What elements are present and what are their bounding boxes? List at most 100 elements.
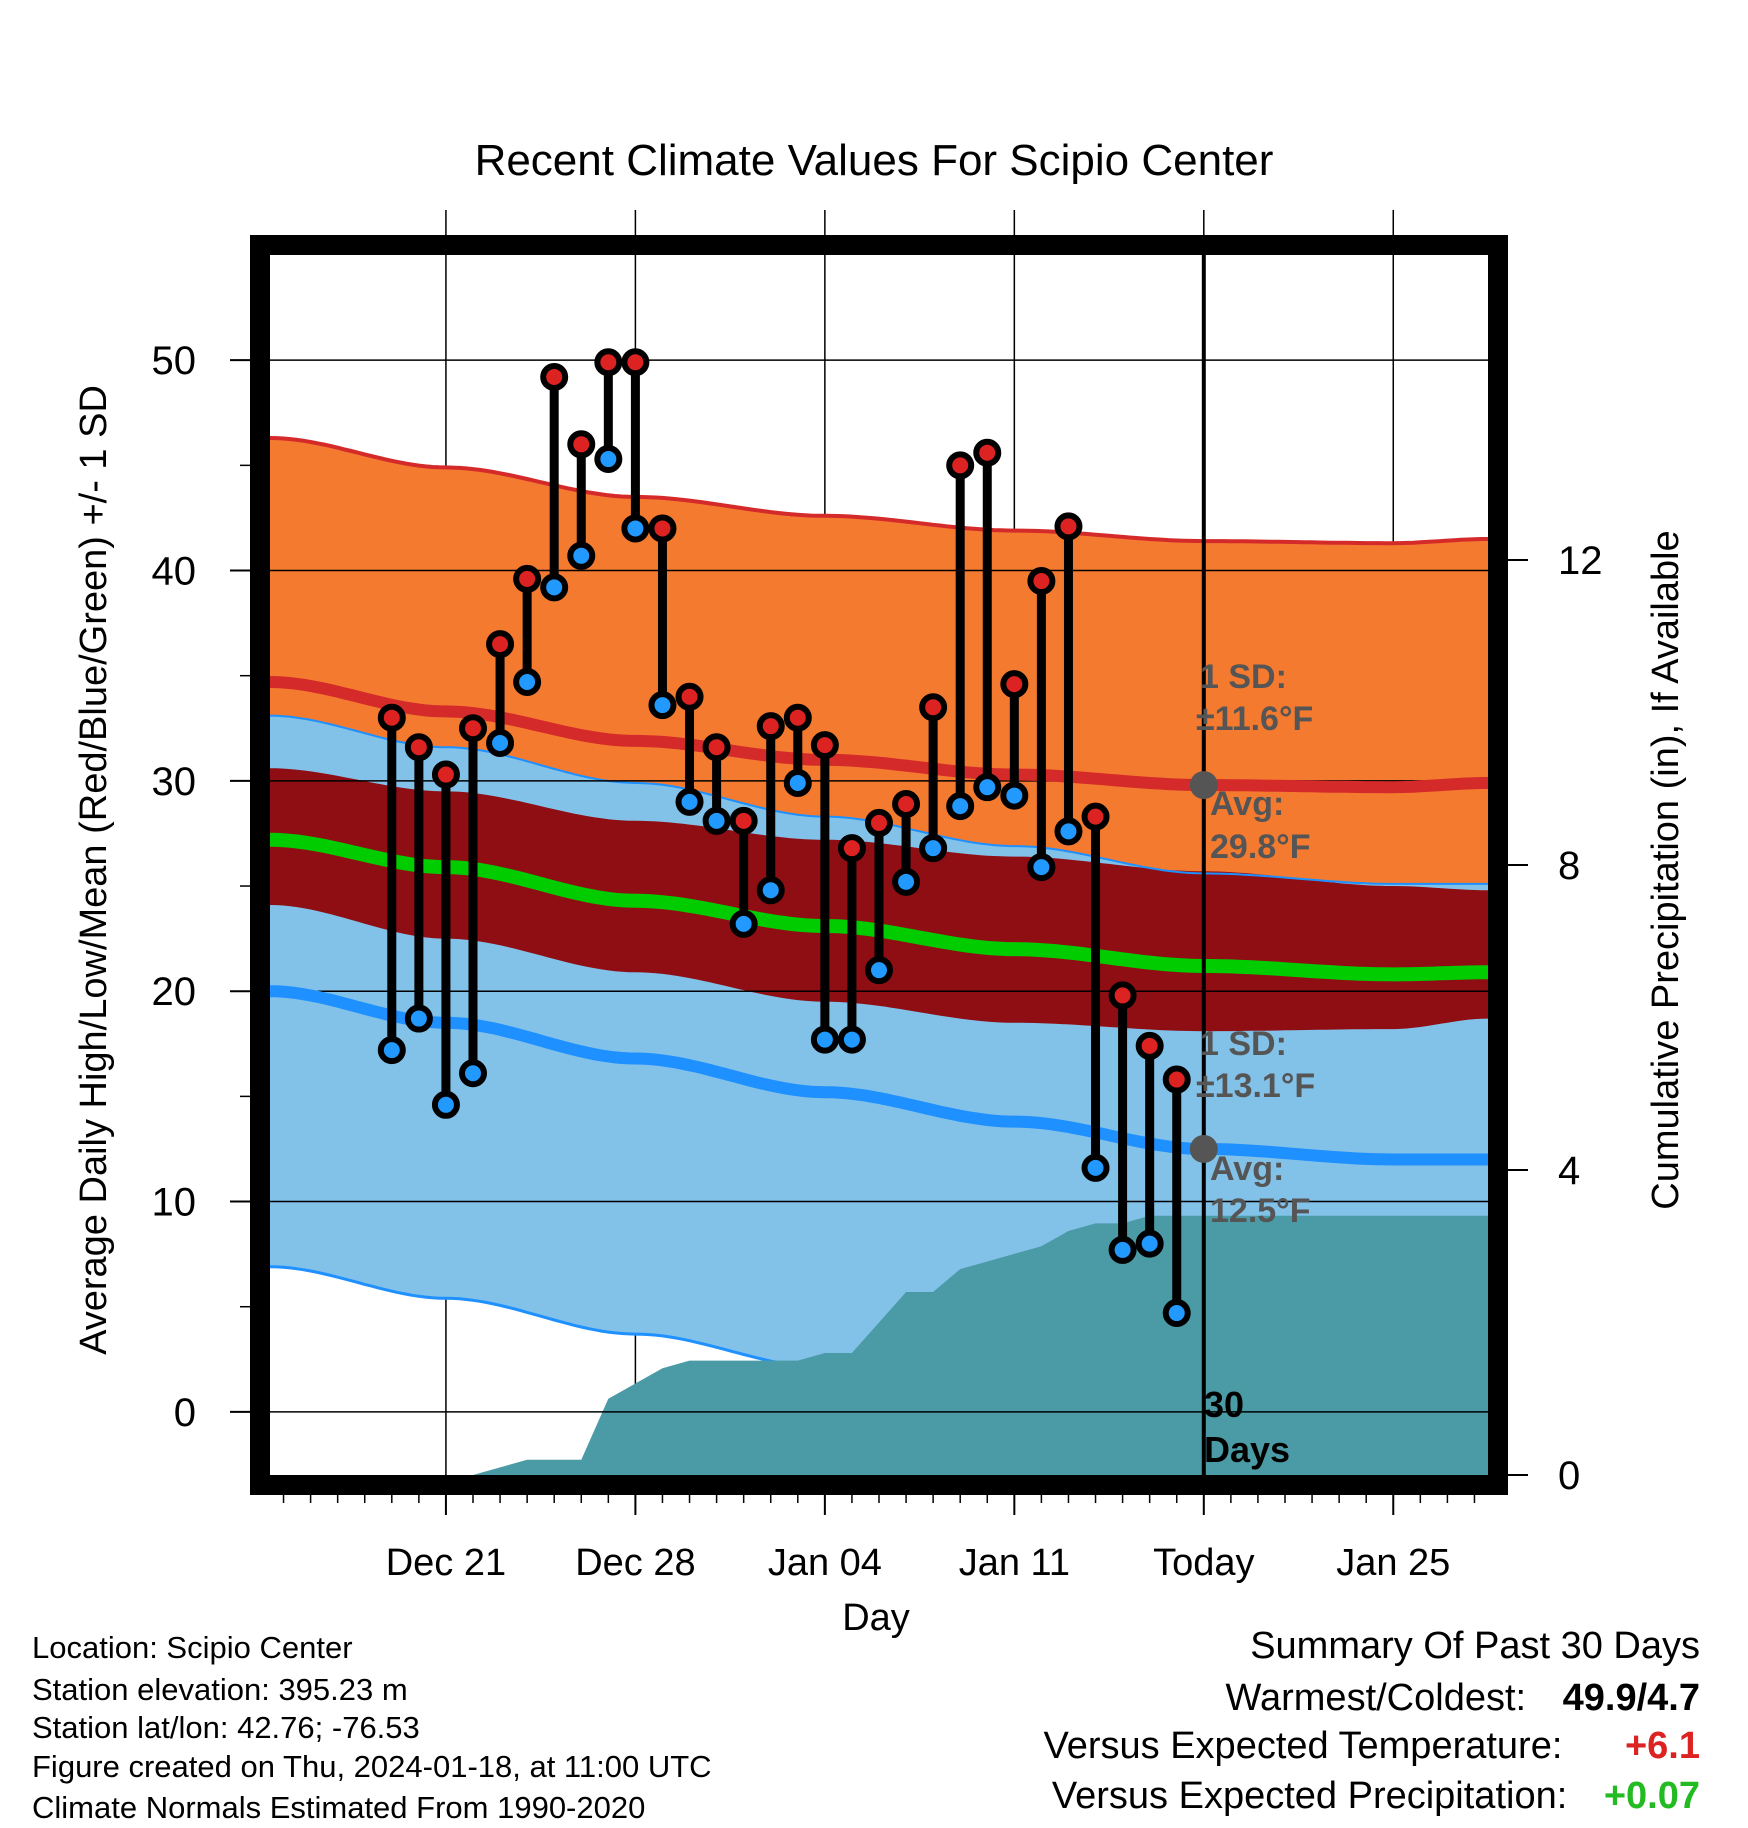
- y2-tick-label-0: 0: [1558, 1454, 1580, 1498]
- high-point-15: [783, 703, 812, 732]
- high-point-20: [919, 693, 948, 722]
- y2-axis-ticks: 0 4 8 12: [1508, 539, 1603, 1498]
- precipitation-area: [270, 1215, 1488, 1475]
- x-tick-label-0: Dec 21: [386, 1542, 506, 1584]
- location-info: Location: Scipio Center: [32, 1630, 353, 1665]
- x-tick-label-3: Jan 11: [959, 1542, 1070, 1584]
- low-avg-value: 12.5°F: [1210, 1192, 1311, 1230]
- high-point-25: [1054, 512, 1083, 541]
- high-point-14: [756, 712, 785, 741]
- low-point-10: [648, 691, 677, 720]
- high-point-22: [973, 438, 1002, 467]
- high-point-3: [459, 714, 487, 743]
- high-point-6: [540, 363, 569, 391]
- temp-label: Versus Expected Temperature:: [1043, 1725, 1563, 1767]
- high-point-19: [892, 790, 921, 818]
- high-point-28: [1135, 1031, 1164, 1060]
- high-point-7: [567, 430, 596, 459]
- low-point-11: [675, 787, 704, 816]
- high-point-5: [513, 564, 542, 593]
- summary-precipitation: Versus Expected Precipitation: +0.07: [1052, 1775, 1700, 1818]
- high-point-2: [431, 760, 460, 789]
- low-point-20: [919, 834, 948, 863]
- summary-heading: Summary Of Past 30 Days: [1250, 1625, 1700, 1667]
- today-low-marker: [1189, 1134, 1218, 1163]
- high-point-13: [729, 806, 758, 835]
- low-point-1: [404, 1004, 433, 1033]
- low-point-6: [540, 573, 569, 602]
- high-point-8: [594, 348, 623, 377]
- y2-tick-label-4: 4: [1558, 1149, 1580, 1193]
- normals-info: Climate Normals Estimated From 1990-2020: [32, 1790, 646, 1825]
- chart-title: Recent Climate Values For Scipio Center: [475, 136, 1274, 185]
- today-markers: [1189, 771, 1218, 1163]
- y-tick-label-10: 10: [152, 1181, 197, 1225]
- x-axis-ticks: Dec 21 Dec 28 Jan 04 Jan 11 Today Jan 25: [282, 1495, 1476, 1584]
- y-tick-label-40: 40: [152, 550, 197, 594]
- low-point-0: [377, 1036, 406, 1065]
- low-point-24: [1027, 853, 1056, 882]
- high-point-27: [1108, 981, 1137, 1010]
- high-point-11: [675, 682, 704, 711]
- low-annotation: 1 SD: ±13.1°F Avg: 12.5°F: [1196, 1025, 1315, 1230]
- created-info: Figure created on Thu, 2024-01-18, at 11…: [32, 1749, 712, 1784]
- warm-cold-value: 49.9/4.7: [1562, 1677, 1700, 1719]
- summary-temperature: Versus Expected Temperature: +6.1: [1043, 1725, 1700, 1768]
- low-point-19: [892, 867, 921, 896]
- low-point-4: [486, 729, 515, 757]
- low-point-17: [837, 1025, 866, 1054]
- window-label-number: 30: [1204, 1384, 1244, 1425]
- high-point-10: [648, 514, 677, 543]
- low-sd-label: 1 SD:: [1200, 1025, 1287, 1063]
- low-point-25: [1054, 817, 1083, 846]
- y-tick-label-30: 30: [152, 760, 197, 804]
- temp-value: +6.1: [1624, 1725, 1700, 1767]
- warm-cold-label: Warmest/Coldest:: [1225, 1677, 1527, 1719]
- latlon-info: Station lat/lon: 42.76; -76.53: [32, 1710, 420, 1745]
- summary-warm-cold: Warmest/Coldest: 49.9/4.7: [1226, 1677, 1700, 1720]
- high-sd-label: 1 SD:: [1200, 658, 1287, 696]
- high-point-16: [810, 731, 839, 760]
- low-point-3: [459, 1059, 487, 1088]
- high-point-23: [1000, 670, 1029, 699]
- high-point-24: [1027, 567, 1056, 596]
- high-point-17: [837, 834, 866, 863]
- low-point-27: [1108, 1235, 1137, 1264]
- y-tick-label-0: 0: [174, 1391, 196, 1435]
- y2-tick-label-12: 12: [1558, 539, 1603, 583]
- x-tick-label-2: Jan 04: [768, 1542, 882, 1584]
- daily-points: [377, 348, 1191, 1328]
- window-annotation: 30 Days: [1204, 1384, 1290, 1470]
- plot-frame: [250, 235, 1508, 1495]
- high-point-0: [377, 703, 406, 732]
- x-tick-label-1: Dec 28: [575, 1542, 695, 1584]
- high-point-26: [1081, 802, 1110, 831]
- precipitation-fill: [270, 1215, 1488, 1475]
- low-point-9: [621, 514, 650, 543]
- low-point-14: [756, 876, 785, 905]
- low-point-12: [702, 806, 731, 835]
- today-high-marker: [1189, 771, 1218, 800]
- high-avg-label: Avg:: [1210, 785, 1284, 823]
- daily-range-stems: [387, 362, 1182, 1314]
- low-point-29: [1162, 1299, 1191, 1328]
- low-point-26: [1081, 1153, 1110, 1182]
- low-point-8: [594, 445, 623, 474]
- high-point-21: [946, 451, 975, 480]
- high-avg-value: 29.8°F: [1210, 828, 1311, 866]
- y2-axis-label: Cumulative Precipitation (in), If Availa…: [1645, 530, 1687, 1209]
- low-point-28: [1135, 1229, 1164, 1258]
- low-point-21: [946, 792, 975, 821]
- precip-label: Versus Expected Precipitation:: [1051, 1775, 1568, 1817]
- y-tick-label-50: 50: [152, 339, 197, 383]
- x-tick-label-5: Jan 25: [1336, 1542, 1450, 1584]
- high-point-29: [1162, 1065, 1191, 1094]
- high-point-4: [486, 630, 515, 659]
- low-point-18: [865, 956, 893, 985]
- high-annotation: 1 SD: ±11.6°F Avg: 29.8°F: [1196, 658, 1313, 866]
- high-point-1: [404, 733, 433, 762]
- low-point-2: [431, 1090, 460, 1119]
- x-axis-label: Day: [842, 1597, 910, 1639]
- x-tick-label-4: Today: [1153, 1542, 1254, 1584]
